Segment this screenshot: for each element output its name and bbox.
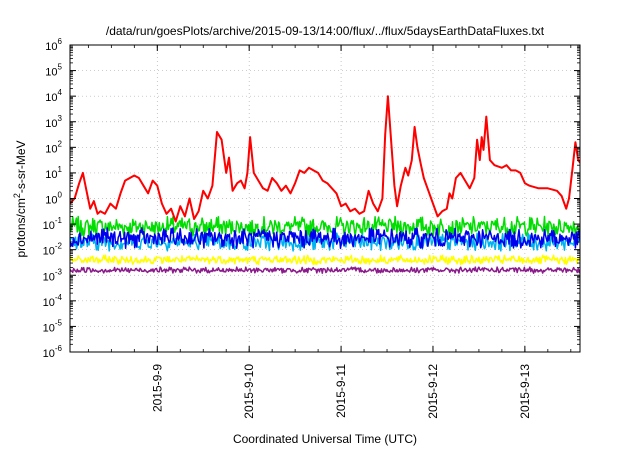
x-tick-label: 2015-9-10 [242, 364, 256, 419]
y-tick-base: 10 [43, 322, 55, 334]
y-tick-base: 10 [45, 169, 57, 181]
series-line [70, 254, 580, 266]
axis-ticks [70, 44, 580, 353]
y-tick-label: 10-1 [43, 216, 63, 232]
y-tick-exponent: -6 [55, 344, 63, 353]
y-tick-base: 10 [45, 143, 57, 155]
y-tick-exponent: -5 [55, 318, 63, 327]
y-tick-labels: 10610510410310210110010-110-210-310-410-… [43, 37, 63, 360]
y-tick-exponent: 6 [58, 37, 63, 46]
y-tick-label: 104 [45, 88, 62, 104]
y-tick-base: 10 [43, 246, 55, 258]
series-line [70, 266, 580, 274]
y-tick-exponent: -2 [55, 242, 63, 251]
y-tick-label: 102 [45, 139, 62, 155]
data-series [70, 95, 580, 274]
y-tick-exponent: 5 [58, 63, 63, 72]
y-tick-base: 10 [45, 195, 57, 207]
y-tick-base: 10 [43, 297, 55, 309]
x-tick-label: 2015-9-13 [518, 364, 532, 419]
y-tick-label: 10-2 [43, 242, 63, 258]
y-tick-label: 101 [45, 165, 62, 181]
y-tick-base: 10 [45, 92, 57, 104]
x-tick-label: 2015-9-11 [334, 364, 348, 418]
y-tick-exponent: -1 [55, 216, 63, 225]
x-tick-labels: 2015-9-9 2015-9-10 2015-9-11 2015-9-12 2015-… [150, 364, 532, 419]
y-tick-base: 10 [43, 271, 55, 283]
y-label-part-2: -s-sr-MeV [14, 140, 28, 193]
series-line [70, 95, 580, 223]
y-tick-base: 10 [45, 41, 57, 53]
chart-title: /data/run/goesPlots/archive/2015-09-13/1… [106, 24, 545, 38]
y-tick-label: 10-6 [43, 344, 63, 360]
y-tick-base: 10 [45, 67, 57, 79]
y-tick-label: 10-5 [43, 318, 63, 334]
grid-lines [70, 44, 580, 353]
y-tick-exponent: 2 [58, 139, 63, 148]
y-tick-base: 10 [43, 348, 55, 360]
series-line [70, 215, 580, 238]
series-line [70, 227, 580, 250]
y-tick-base: 10 [45, 118, 57, 130]
y-tick-label: 100 [45, 191, 62, 207]
y-tick-label: 10-4 [43, 293, 63, 309]
y-tick-exponent: 3 [58, 114, 63, 123]
y-tick-label: 105 [45, 63, 62, 79]
y-label-superscript: 2 [12, 193, 22, 198]
y-tick-exponent: 1 [58, 165, 63, 174]
y-tick-exponent: -4 [55, 293, 63, 302]
y-tick-exponent: 4 [58, 88, 63, 97]
x-tick-label: 2015-9-12 [426, 364, 440, 419]
y-tick-exponent: 0 [58, 191, 63, 200]
y-label-part-1: protons/cm [14, 198, 28, 257]
y-tick-label: 103 [45, 114, 62, 130]
y-tick-label: 10-3 [43, 267, 63, 283]
y-axis-label: protons/cm2-s-sr-MeV [12, 140, 28, 257]
y-tick-exponent: -3 [55, 267, 63, 276]
x-tick-label: 2015-9-9 [150, 364, 164, 412]
y-tick-label: 106 [45, 37, 62, 53]
x-axis-label: Coordinated Universal Time (UTC) [233, 432, 417, 446]
y-tick-base: 10 [43, 220, 55, 232]
